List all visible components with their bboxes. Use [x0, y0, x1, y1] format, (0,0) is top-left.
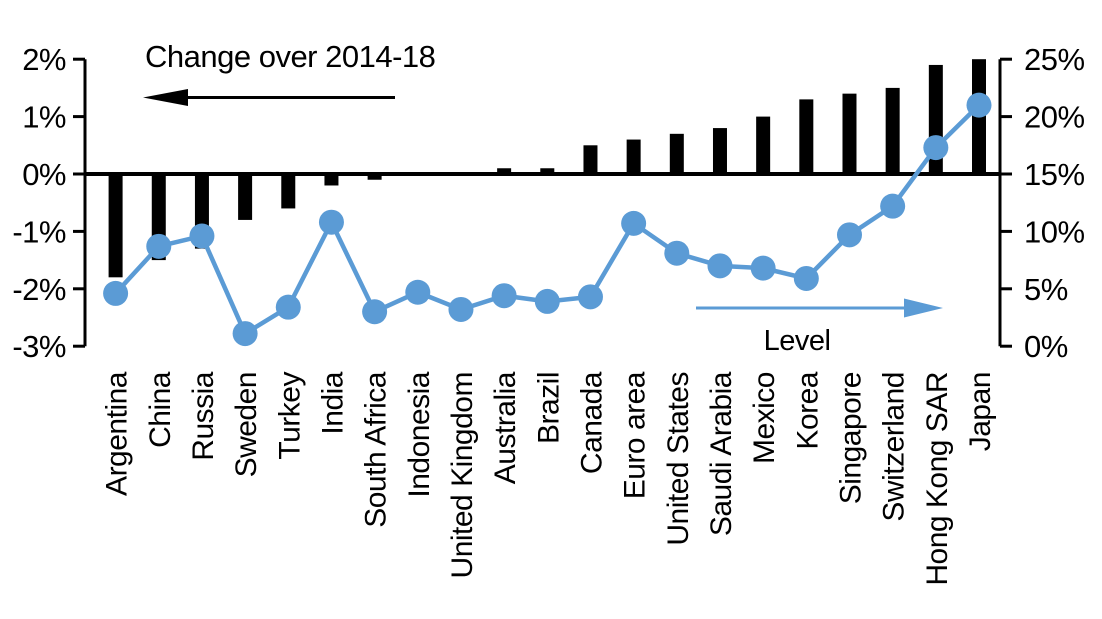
dot-euro-area	[621, 210, 647, 236]
dot-mexico	[750, 255, 776, 281]
bar-south-africa	[367, 174, 382, 180]
bar-korea	[799, 99, 814, 174]
right-axis-tick-label: 15%	[1024, 157, 1085, 192]
dot-china	[146, 233, 172, 259]
x-label-south-africa: South Africa	[360, 371, 393, 528]
x-label-turkey: Turkey	[273, 372, 306, 460]
bar-switzerland	[885, 87, 900, 174]
x-label-russia: Russia	[187, 371, 220, 461]
dot-russia	[189, 223, 215, 249]
dot-indonesia	[405, 279, 431, 305]
left-axis-tick-label: 2%	[22, 42, 66, 77]
dot-switzerland	[880, 193, 906, 219]
bar-saudi-arabia	[712, 128, 727, 174]
x-label-japan: Japan	[964, 372, 997, 451]
x-label-india: India	[316, 371, 349, 434]
bar-india	[324, 174, 339, 186]
bar-united-states	[669, 133, 684, 174]
x-label-china: China	[144, 371, 177, 448]
right-axis-tick-label: 25%	[1024, 42, 1085, 77]
x-label-euro-area: Euro area	[619, 371, 652, 499]
x-label-argentina: Argentina	[101, 371, 134, 496]
x-label-hong-kong-sar: Hong Kong SAR	[921, 372, 954, 586]
x-label-indonesia: Indonesia	[403, 371, 436, 497]
x-label-united-kingdom: United Kingdom	[446, 372, 479, 578]
bar-series-annotation: Change over 2014-18	[145, 39, 435, 74]
dot-korea	[793, 265, 819, 291]
left-axis-tick-label: 1%	[22, 100, 66, 135]
x-label-korea: Korea	[791, 371, 824, 449]
left-arrow-icon	[143, 89, 188, 106]
right-axis-tick-label: 0%	[1024, 329, 1068, 364]
dot-hong-kong-sar	[923, 135, 949, 161]
x-label-canada: Canada	[575, 371, 608, 474]
bar-sweden	[238, 174, 253, 220]
dot-canada	[577, 284, 603, 310]
dot-turkey	[275, 294, 301, 320]
bar-mexico	[756, 116, 771, 174]
x-label-australia: Australia	[489, 371, 522, 484]
line-series-annotation: Level	[764, 325, 831, 357]
x-label-singapore: Singapore	[834, 372, 867, 504]
bar-canada	[583, 145, 598, 174]
left-axis-tick-label: 0%	[22, 157, 66, 192]
x-label-saudi-arabia: Saudi Arabia	[705, 371, 738, 536]
dot-argentina	[103, 280, 129, 306]
right-axis-tick-label: 5%	[1024, 272, 1068, 307]
right-axis-tick-label: 10%	[1024, 214, 1085, 249]
right-axis-tick-label: 20%	[1024, 100, 1085, 135]
left-axis-tick-label: -1%	[12, 214, 66, 249]
bar-australia	[497, 168, 512, 174]
x-label-mexico: Mexico	[748, 372, 781, 464]
left-axis-tick-label: -2%	[12, 272, 66, 307]
bar-euro-area	[626, 139, 641, 174]
dot-india	[318, 209, 344, 235]
dot-brazil	[534, 288, 560, 314]
dot-south-africa	[362, 299, 388, 325]
dot-saudi-arabia	[707, 253, 733, 279]
dot-singapore	[836, 222, 862, 248]
x-label-brazil: Brazil	[532, 372, 565, 444]
bar-turkey	[281, 174, 296, 209]
dot-australia	[491, 283, 517, 309]
bar-singapore	[842, 93, 857, 174]
bar-brazil	[540, 168, 555, 174]
dot-sweden	[232, 321, 258, 347]
bar-argentina	[108, 174, 123, 278]
left-axis-tick-label: -3%	[12, 329, 66, 364]
dot-japan	[966, 92, 992, 118]
dot-united-states	[664, 240, 690, 266]
x-label-united-states: United States	[662, 372, 695, 546]
x-label-sweden: Sweden	[230, 372, 263, 477]
right-arrow-icon	[904, 298, 943, 318]
x-label-switzerland: Switzerland	[878, 372, 911, 522]
dot-united-kingdom	[448, 296, 474, 322]
